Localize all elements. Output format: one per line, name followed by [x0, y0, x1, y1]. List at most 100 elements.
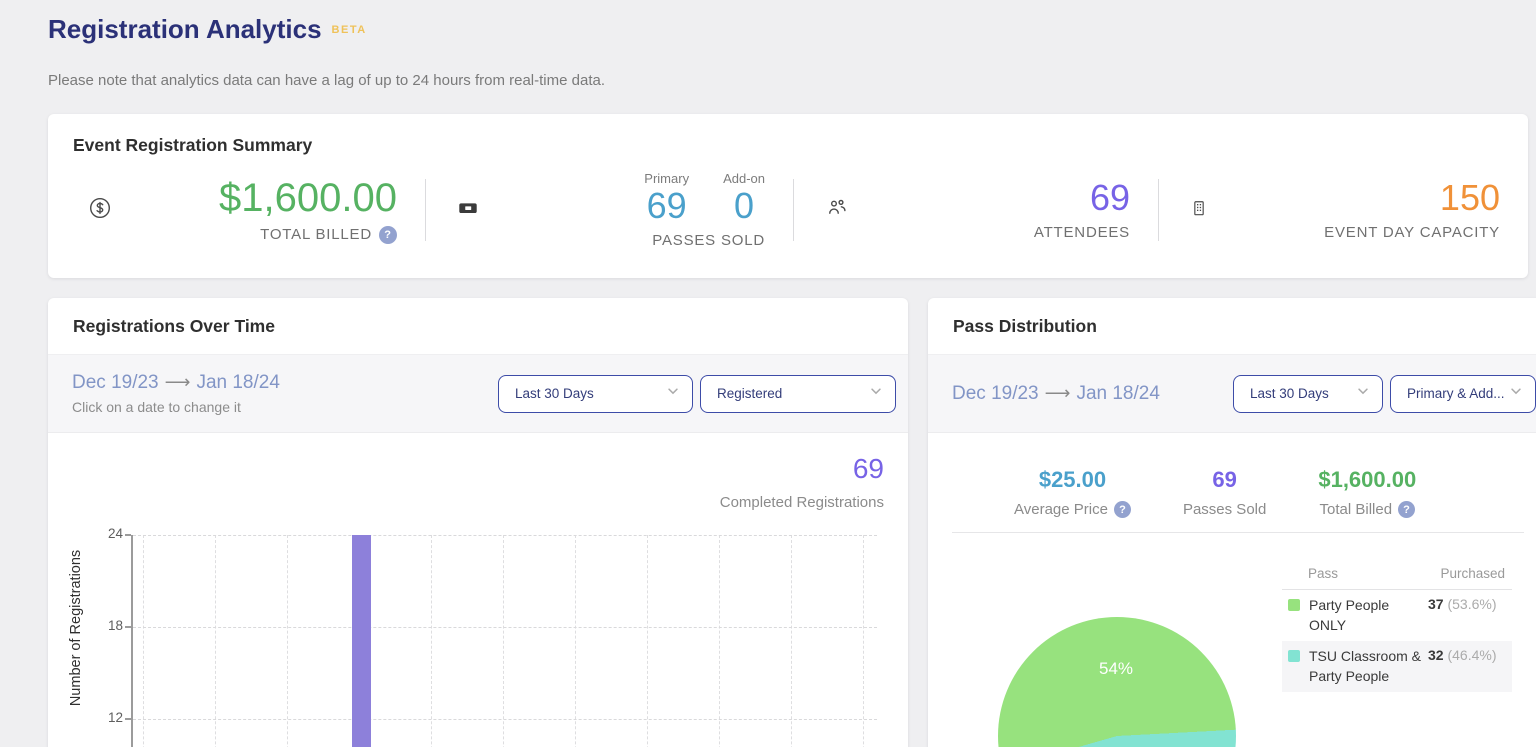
total-billed-label: TOTAL BILLED [260, 226, 372, 243]
gridline [575, 535, 576, 747]
ticket-icon [456, 197, 480, 224]
gridline [215, 535, 216, 747]
gridline [863, 535, 864, 747]
summary-card-title: Event Registration Summary [73, 135, 313, 155]
page-header: Registration Analytics BETA [48, 14, 367, 45]
pass-type-dropdown-value: Primary & Add... [1407, 386, 1505, 401]
gridline [503, 535, 504, 747]
average-price-help-icon[interactable]: ? [1113, 501, 1131, 518]
bar-chart-plot[interactable]: 24 18 12 [108, 526, 877, 747]
total-billed-value: $1,600.00 [219, 175, 397, 220]
y-axis-label: Number of Registrations [68, 549, 84, 707]
passes-sold-label: PASSES SOLD [652, 231, 765, 249]
legend-purchased-count: 32 [1428, 647, 1444, 664]
average-price-value: $25.00 [1038, 467, 1107, 492]
gridline [287, 535, 288, 747]
registrations-over-time-card: Registrations Over Time Dec 19/23 ⟶ Jan 18… [48, 298, 908, 747]
event-registration-summary-card: Event Registration Summary $1,600.00 TOT… [48, 114, 1528, 278]
legend-row: Party People ONLY 37 (53.6%) [1282, 590, 1512, 641]
average-price-label: Average Price [1014, 501, 1108, 518]
gridline [133, 535, 877, 536]
legend-col-purchased: Purchased [1440, 566, 1505, 581]
total-billed-help-icon[interactable]: ? [1398, 501, 1416, 518]
gridline [431, 535, 432, 747]
end-date-link[interactable]: Jan 18/24 [196, 372, 280, 393]
metric-divider [425, 179, 426, 241]
gridline [791, 535, 792, 747]
pass-distribution-controls: Dec 19/23 ⟶ Jan 18/24 Last 30 Days Primary… [928, 355, 1536, 433]
registrations-card-title: Registrations Over Time [73, 315, 275, 336]
gridline [133, 627, 877, 628]
passes-sold-label: Passes Sold [1182, 501, 1267, 518]
primary-passes-value: 69 [646, 185, 687, 227]
beta-badge: BETA [331, 24, 367, 36]
analytics-lag-disclaimer: Please note that analytics data can have… [48, 72, 605, 89]
range-dropdown[interactable]: Last 30 Days [498, 374, 693, 413]
range-dropdown-value: Last 30 Days [1250, 386, 1329, 401]
people-group-icon [824, 196, 850, 225]
gridline [719, 535, 720, 747]
legend-purchased-count: 37 [1428, 596, 1444, 612]
total-billed-label: Total Billed [1319, 501, 1393, 518]
pass-distribution-card: Pass Distribution Dec 19/23 ⟶ Jan 18/24 La… [928, 298, 1536, 747]
arrow-right-icon: ⟶ [164, 372, 191, 392]
chevron-down-icon [869, 384, 883, 403]
legend-purchased-pct: (46.4%) [1447, 647, 1497, 664]
total-billed-value: $1,600.00 [1318, 467, 1417, 492]
attendees-value: 69 [1089, 177, 1130, 219]
axis-tick [125, 534, 131, 536]
registrations-controls: Dec 19/23 ⟶ Jan 18/24 Click on a date to c… [48, 355, 908, 433]
pass-card-title: Pass Distribution [953, 315, 1097, 336]
axis-tick [125, 718, 131, 720]
legend-pass-name: TSU Classroom & Party People [1309, 648, 1422, 684]
addon-passes-label: Add-on [723, 171, 765, 187]
completed-registrations-value: 69 [852, 453, 884, 484]
capacity-metric: 150 EVENT DAY CAPACITY [1159, 158, 1528, 262]
chevron-down-icon [1509, 384, 1523, 403]
axis-tick [125, 626, 131, 628]
end-date-link[interactable]: Jan 18/24 [1076, 382, 1160, 404]
chevron-down-icon [1356, 384, 1370, 403]
dollar-circle-icon [88, 196, 112, 225]
capacity-label: EVENT DAY CAPACITY [1324, 223, 1500, 241]
metric-divider [793, 179, 794, 241]
attendees-metric: 69 ATTENDEES [794, 158, 1158, 262]
average-price-stat: $25.00 Average Price ? [1014, 467, 1131, 518]
pass-legend-table: Pass Purchased Party People ONLY 37 (53.… [1282, 566, 1512, 693]
legend-col-pass: Pass [1308, 566, 1339, 581]
start-date-link[interactable]: Dec 19/23 [72, 372, 159, 393]
range-dropdown-value: Last 30 Days [515, 386, 594, 401]
start-date-link[interactable]: Dec 19/23 [952, 382, 1039, 404]
pass-stats-row: $25.00 Average Price ? 69 Passes Sold $1… [928, 433, 1536, 518]
pass-type-dropdown[interactable]: Primary & Add... [1390, 374, 1536, 413]
total-billed-help-icon[interactable]: ? [379, 225, 397, 244]
pie-slice-percentage-label: 54% [1098, 659, 1134, 678]
status-dropdown[interactable]: Registered [700, 374, 896, 413]
y-axis-line [131, 535, 133, 747]
page-title: Registration Analytics [48, 14, 322, 44]
range-dropdown[interactable]: Last 30 Days [1233, 374, 1383, 413]
status-dropdown-value: Registered [717, 386, 783, 401]
summary-metrics-row: $1,600.00 TOTAL BILLED ? Primary [48, 158, 1528, 262]
legend-swatch-teal [1288, 650, 1300, 663]
attendees-label: ATTENDEES [1033, 223, 1130, 241]
primary-passes-label: Primary [644, 171, 690, 187]
chevron-down-icon [666, 384, 680, 403]
y-tick-24: 24 [107, 526, 123, 541]
legend-row: TSU Classroom & Party People 32 (46.4%) [1282, 641, 1512, 693]
passes-sold-metric: Primary 69 Add-on 0 PASSES SOLD [426, 158, 793, 262]
metric-divider [1158, 179, 1159, 241]
building-icon [1189, 196, 1209, 225]
legend-purchased-pct: (53.6%) [1447, 596, 1497, 612]
gridline [133, 719, 877, 720]
capacity-value: 150 [1439, 177, 1500, 219]
arrow-right-icon: ⟶ [1044, 382, 1071, 403]
passes-sold-value: 69 [1212, 467, 1237, 492]
y-tick-12: 12 [107, 710, 123, 725]
passes-sold-stat: 69 Passes Sold [1183, 467, 1266, 518]
legend-swatch-green [1288, 599, 1300, 611]
pass-distribution-pie-chart[interactable]: 54% [998, 617, 1236, 747]
registration-spike-bar[interactable] [352, 535, 371, 747]
total-billed-metric: $1,600.00 TOTAL BILLED ? [48, 158, 425, 262]
legend-pass-name: Party People ONLY [1309, 597, 1390, 633]
